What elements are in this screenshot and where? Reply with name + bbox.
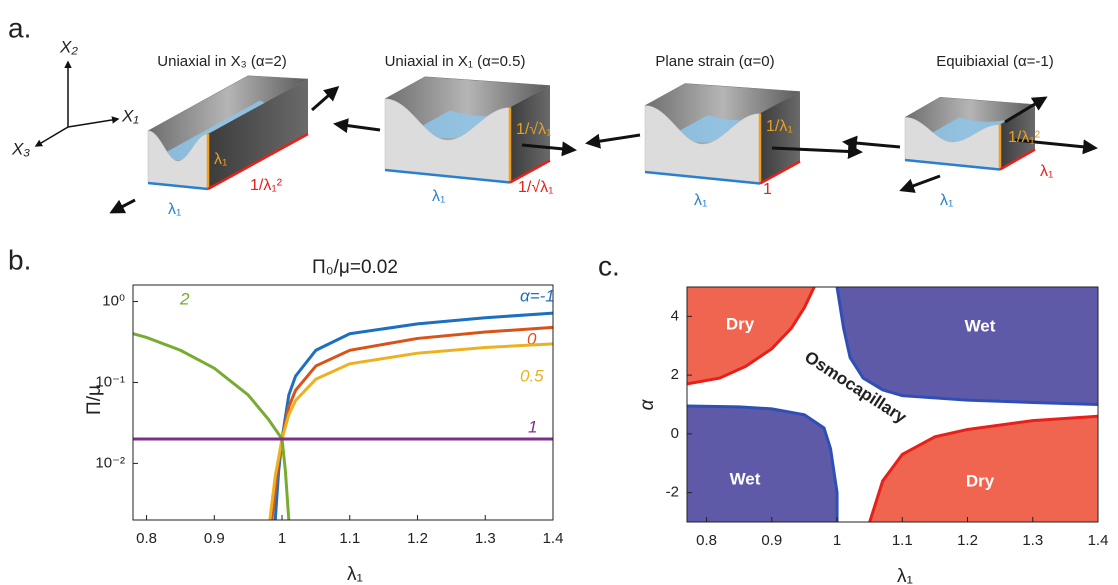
- depth-label: 1: [763, 181, 772, 198]
- height-label: 1/√λ₁: [516, 121, 552, 138]
- panel-label: c.: [598, 250, 620, 281]
- axis-name: X₂: [59, 37, 78, 56]
- x-axis-label: λ₁: [897, 566, 913, 585]
- coordinate-axes: [36, 62, 118, 146]
- y-axis-label: α: [637, 398, 658, 410]
- region-label: Wet: [730, 469, 761, 488]
- strain-block: [845, 97, 1095, 190]
- depth-label: 1/√λ₁: [518, 179, 554, 196]
- panel-label: a.: [8, 12, 31, 43]
- x-tick-label: 0.9: [761, 532, 782, 549]
- x-tick-label: 1: [278, 530, 286, 547]
- x-tick-label: 1.3: [1022, 532, 1043, 549]
- stretch-arrow: [588, 135, 640, 143]
- block-title: Uniaxial in X₁ (α=0.5): [385, 53, 526, 70]
- x-tick-label: 1.4: [1088, 532, 1109, 549]
- plot-background: [133, 285, 553, 520]
- series-label: 1: [528, 417, 537, 436]
- figure: a. b. c. X₂ X₁ X₃ Uniaxial in X₃ (α=2) λ₁…: [0, 0, 1118, 585]
- stretch-arrow: [112, 200, 135, 212]
- depth-label: λ₁: [1040, 163, 1053, 180]
- width-label: λ₁: [694, 192, 707, 209]
- x-tick-label: 1.1: [339, 530, 360, 547]
- y-tick-label: 2: [671, 366, 679, 383]
- y-tick-label: 10⁰: [102, 292, 125, 309]
- x-tick-label: 0.8: [696, 532, 717, 549]
- axis-name: X₁: [121, 106, 139, 125]
- x-axis-label: λ₁: [347, 564, 363, 585]
- depth-label: 1/λ₁²: [250, 177, 283, 194]
- region-label: Dry: [966, 471, 995, 490]
- height-label: 1/λ₁²: [1008, 129, 1041, 146]
- stretch-arrow: [312, 88, 337, 110]
- y-tick-label: -2: [666, 484, 679, 501]
- series-label: 2: [179, 289, 190, 308]
- y-tick-label: 0: [671, 425, 679, 442]
- height-label: λ₁: [214, 151, 227, 168]
- panel-label: b.: [8, 244, 31, 275]
- strain-block: [588, 84, 860, 184]
- strain-block: [112, 76, 337, 212]
- chart-title: Π₀/μ=0.02: [312, 257, 398, 278]
- block-title: Plane strain (α=0): [655, 53, 774, 70]
- y-tick-label: 10⁻²: [95, 454, 125, 471]
- width-label: λ₁: [168, 201, 181, 218]
- region-label: Wet: [965, 316, 996, 335]
- block-title: Equibiaxial (α=-1): [936, 53, 1053, 70]
- x-tick-label: 1.1: [892, 532, 913, 549]
- series-label: 0.5: [520, 366, 544, 385]
- height-label: 1/λ₁: [766, 118, 793, 135]
- width-label: λ₁: [940, 192, 953, 209]
- stretch-arrow: [845, 142, 900, 147]
- y-axis-label: Π/μ: [84, 385, 105, 415]
- x-tick-label: 1.3: [475, 530, 496, 547]
- series-label: α=-1: [520, 286, 555, 305]
- x-tick-label: 0.9: [204, 530, 225, 547]
- region-label: Dry: [726, 314, 755, 333]
- block-title: Uniaxial in X₃ (α=2): [157, 53, 286, 70]
- stretch-arrow: [902, 176, 940, 190]
- x-tick-label: 1.4: [543, 530, 564, 547]
- x-tick-label: 1.2: [407, 530, 428, 547]
- y-tick-label: 4: [671, 307, 679, 324]
- stretch-arrow: [336, 124, 380, 130]
- x-tick-label: 0.8: [136, 530, 157, 547]
- width-label: λ₁: [432, 188, 445, 205]
- x-tick-label: 1.2: [957, 532, 978, 549]
- x-tick-label: 1: [833, 532, 841, 549]
- axis-name: X₃: [11, 139, 30, 158]
